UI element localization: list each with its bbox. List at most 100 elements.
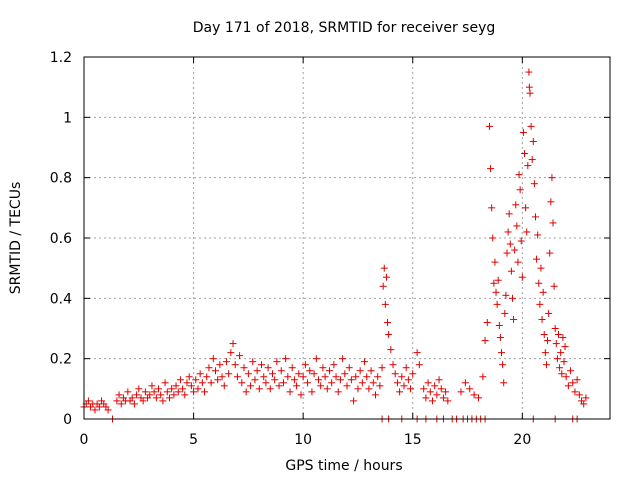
data-point [336,376,344,384]
data-point [179,385,187,393]
data-point [176,376,184,384]
data-point [424,379,432,387]
data-point [428,397,436,405]
data-point [253,367,261,375]
data-point [492,288,500,296]
data-point [391,370,399,378]
data-point [433,391,441,399]
data-point [128,394,136,402]
data-point [196,370,204,378]
data-point [209,355,217,363]
data-point [481,337,489,345]
data-point [409,370,417,378]
data-point [439,394,447,402]
data-point [183,379,191,387]
data-point [562,373,570,381]
data-point [343,382,351,390]
data-point [339,355,347,363]
y-tick-label: 0.2 [50,352,72,368]
data-point [510,315,518,323]
data-point [553,355,561,363]
x-axis-ticks: 0 5 10 15 20 [80,57,531,448]
data-point [157,391,165,399]
data-point [139,397,147,405]
data-point [350,397,358,405]
data-point [504,228,512,236]
data-point [203,373,211,381]
data-point [546,249,554,257]
data-point [222,358,230,366]
data-point [548,174,556,182]
data-point [207,379,215,387]
data-point [341,370,349,378]
data-point [400,382,408,390]
data-point [580,400,588,408]
data-point [501,309,509,317]
data-point [165,394,173,402]
data-point [275,382,283,390]
data-point [550,282,558,290]
data-point [328,379,336,387]
data-point [522,204,530,212]
data-point [552,340,560,348]
data-point [233,373,241,381]
data-point [529,137,537,145]
data-point [437,385,445,393]
data-point [575,391,583,399]
data-point [334,388,342,396]
data-point [536,300,544,308]
data-point [534,231,542,239]
data-point [155,385,163,393]
data-point [332,373,340,381]
data-point [384,318,392,326]
data-point [490,279,498,287]
data-point [396,388,404,396]
data-point [152,394,160,402]
x-tick-label: 5 [189,432,198,448]
data-point [537,264,545,272]
data-point [240,364,248,372]
data-point [181,391,189,399]
data-point [330,361,338,369]
data-point [279,379,287,387]
data-point [220,382,228,390]
data-point [229,340,237,348]
data-point [507,267,515,275]
data-point [398,373,406,381]
y-axis-label: SRMTID / TECUs [8,182,24,295]
data-point [466,385,474,393]
data-point [205,364,213,372]
data-point [561,343,569,351]
data-point [130,400,138,408]
data-point [422,394,430,402]
data-point [483,318,491,326]
data-point [325,367,333,375]
data-point [506,240,514,248]
grid-lines [84,57,610,419]
data-point [500,379,508,387]
data-point [306,367,314,375]
data-point [569,379,577,387]
data-point [544,337,552,345]
data-point [124,388,132,396]
data-point [317,382,325,390]
data-point [231,361,239,369]
data-point [159,397,167,405]
data-point [288,364,296,372]
data-point [170,391,178,399]
data-point [354,385,362,393]
data-point [216,361,224,369]
data-point [361,358,369,366]
data-point [284,373,292,381]
x-tick-label: 15 [404,432,422,448]
data-point [374,373,382,381]
data-point [491,258,499,266]
data-point [389,361,397,369]
data-point [508,294,516,302]
data-point [527,122,535,130]
data-point [201,388,209,396]
chart-title: Day 171 of 2018, SRMTID for receiver sey… [193,20,496,36]
data-point [365,385,373,393]
data-point [556,364,564,372]
data-point [310,370,318,378]
